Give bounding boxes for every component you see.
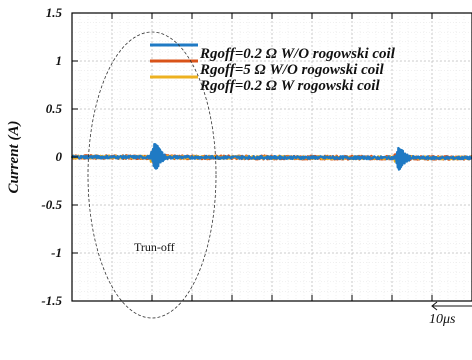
turnoff-annotation: Trun-off [134,240,175,254]
y-tick-label: -1 [51,245,62,260]
plot-frame [71,12,472,302]
scale-label: 10μs [429,312,456,327]
series-layer [70,143,472,171]
y-tick-label: 0 [56,149,63,164]
turnoff-ellipse [87,31,217,319]
legend: Rgoff=0.2 Ω W/O rogowski coil Rgoff=5 Ω … [150,43,396,94]
y-tick-label: 1.5 [46,5,63,20]
y-tick-label: 0.5 [46,101,63,116]
y-axis-label: Current (A) [6,121,22,194]
series-line-1 [70,143,472,171]
scale-arrow-icon [431,301,438,311]
y-tick-label: -0.5 [41,197,62,212]
legend-label-1: Rgoff=0.2 Ω W/O rogowski coil [199,46,396,62]
y-tick-label: 1 [56,53,63,68]
legend-label-3: Rgoff=0.2 Ω W rogowski coil [199,78,380,94]
legend-label-2: Rgoff=5 Ω W/O rogowski coil [199,62,384,78]
y-tick-label: -1.5 [41,293,62,308]
